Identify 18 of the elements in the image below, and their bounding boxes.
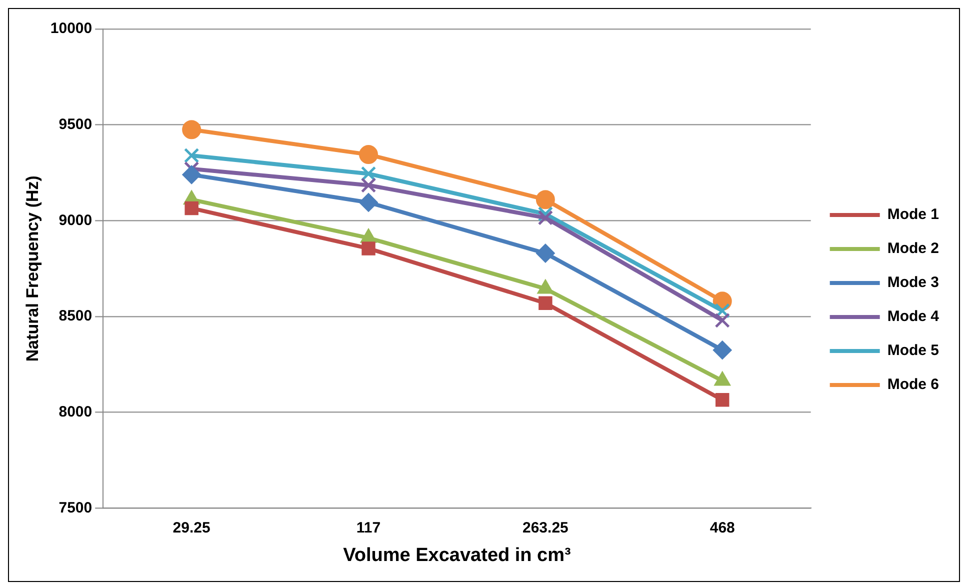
x-axis-title: Volume Excavated in cm³ — [343, 544, 571, 566]
y-tick-label: 8500 — [58, 308, 92, 325]
legend-label: Mode 1 — [887, 206, 940, 224]
legend-label: Mode 2 — [887, 240, 940, 258]
x-tick-label: 468 — [710, 519, 735, 536]
y-tick-label: 9000 — [58, 212, 92, 229]
legend-label: Mode 3 — [887, 274, 940, 292]
x-tick-label: 117 — [356, 519, 381, 536]
legend-label: Mode 5 — [887, 342, 940, 360]
legend-label: Mode 6 — [887, 376, 940, 394]
x-tick-label: 29.25 — [172, 519, 210, 536]
y-tick-label: 9500 — [58, 116, 92, 133]
y-axis-title: Natural Frequency (Hz) — [22, 176, 42, 362]
y-tick-label: 10000 — [50, 20, 92, 38]
y-tick-label: 8000 — [58, 404, 92, 420]
x-tick-label: 263.25 — [522, 519, 568, 536]
legend-label: Mode 4 — [887, 308, 940, 326]
y-tick-label: 7500 — [58, 499, 92, 516]
